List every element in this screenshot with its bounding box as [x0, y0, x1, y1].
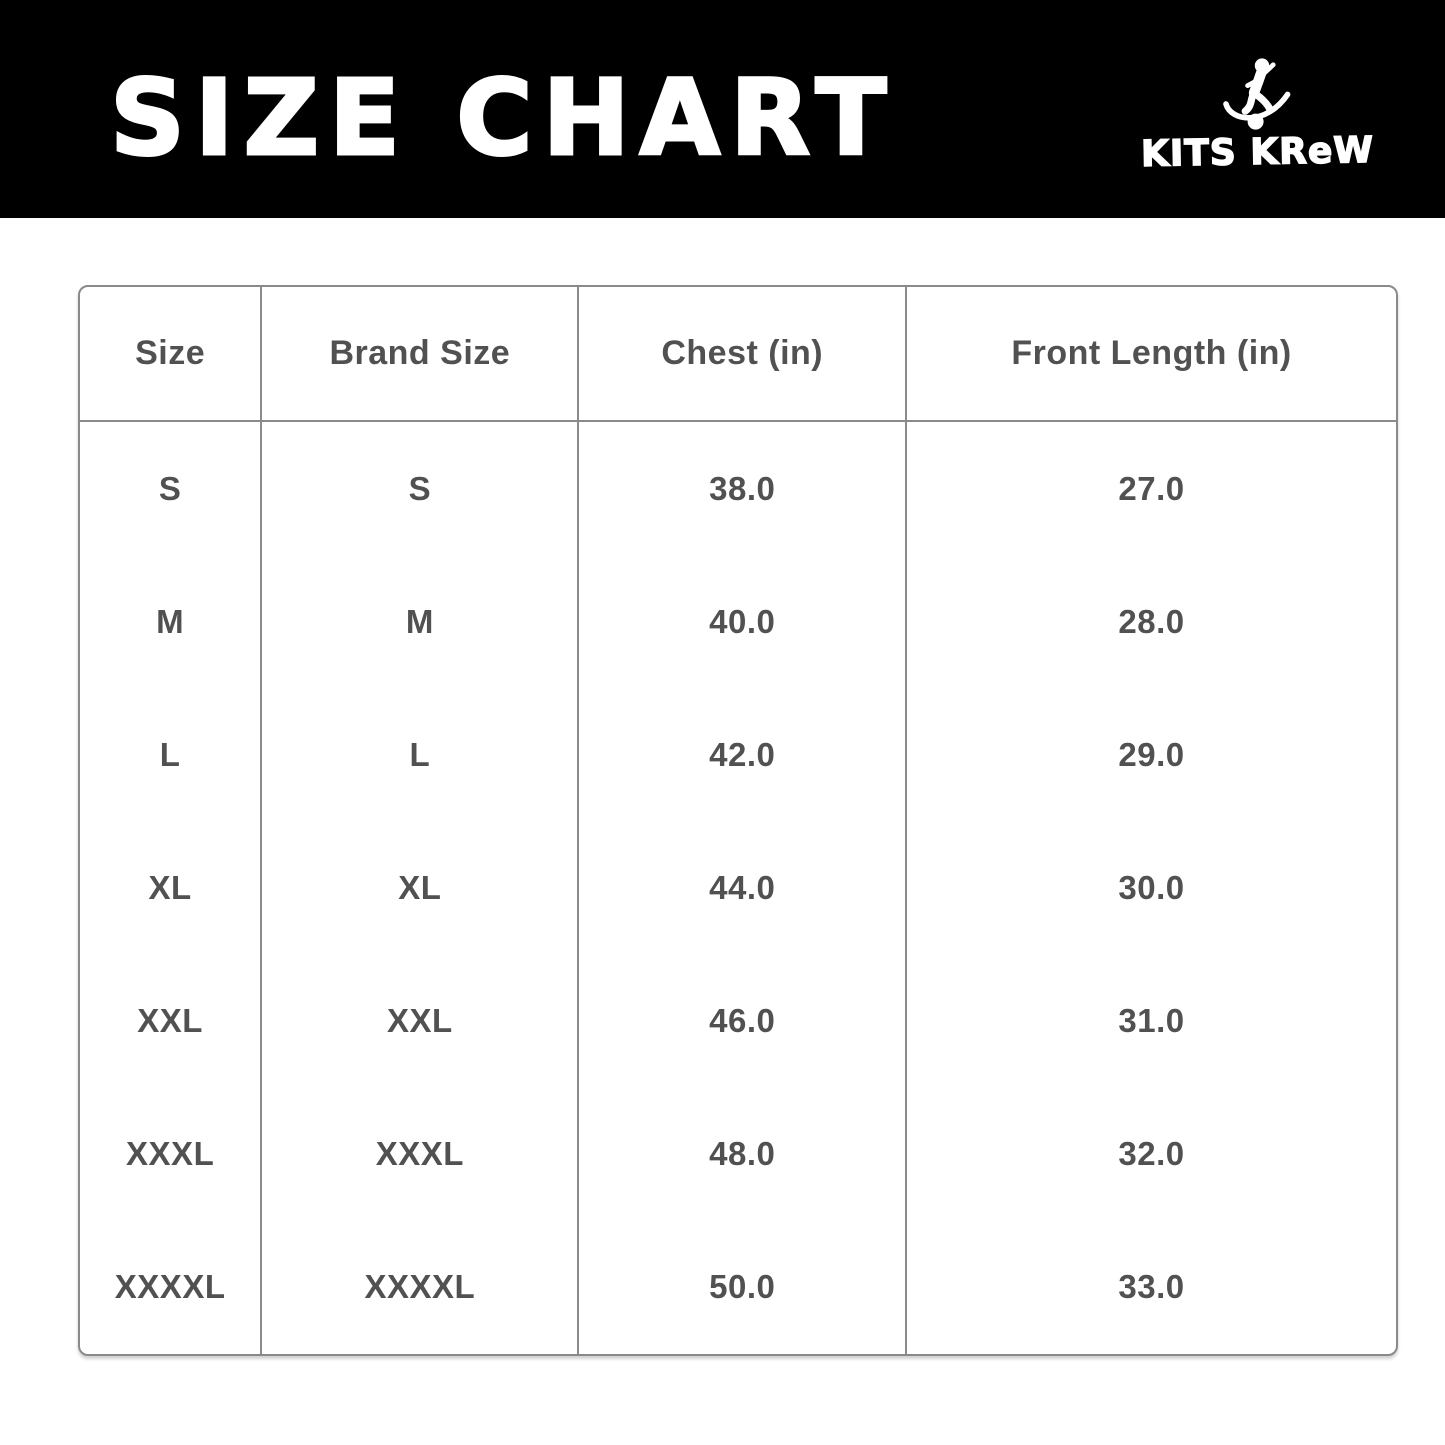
table-cell: XXL [262, 954, 580, 1088]
table-cell: 40.0 [579, 555, 908, 689]
table-cell: 32.0 [1118, 1135, 1185, 1173]
column-header: Brand Size [262, 287, 580, 422]
size-chart-table: Size Brand Size Chest (in) Front Length (in… [78, 285, 1398, 1356]
table-cell: XXXL [262, 1087, 580, 1221]
table-cell: 50.0 [579, 1220, 908, 1354]
table-cell: XXXXL [262, 1220, 580, 1354]
brand-logo: KITS KReW [1138, 56, 1378, 176]
table-cell: XXXXL [80, 1220, 263, 1354]
table-cell: L [262, 688, 580, 822]
table-cell: 29.0 [1118, 735, 1185, 773]
table-cell: 30.0 [1118, 868, 1185, 906]
brand-name: KITS KReW [1140, 129, 1375, 176]
table-cell: 48.0 [579, 1087, 908, 1221]
table-cell: 31.0 [1118, 1002, 1185, 1040]
table-cell: 44.0 [579, 821, 908, 955]
table-cell: 28.0 [1118, 602, 1185, 640]
table-cell: 27.0 [1118, 469, 1185, 507]
column-header: Size [80, 287, 263, 422]
table-cell: 46.0 [579, 954, 908, 1088]
table-cell: M [262, 555, 580, 689]
table-cell: XXL [80, 954, 263, 1088]
table-cell: XL [80, 821, 263, 955]
table-cell: 38.0 [579, 422, 908, 556]
table-cell: XL [262, 821, 580, 955]
soccer-player-kicking-ball-icon [1223, 58, 1291, 130]
table-cell: XXXL [80, 1087, 263, 1221]
column-header: Chest (in) [579, 287, 908, 422]
table-cell: L [80, 688, 263, 822]
table-cell: S [262, 422, 580, 556]
page-title: SIZE CHART [108, 57, 897, 179]
table-cell: M [80, 555, 263, 689]
table-cell: 33.0 [1118, 1268, 1185, 1306]
banner: SIZE CHART KITS KReW [0, 0, 1445, 218]
table-cell: S [80, 422, 263, 556]
table-cell: 42.0 [579, 688, 908, 822]
column-header: Front Length (in) [907, 287, 1396, 422]
